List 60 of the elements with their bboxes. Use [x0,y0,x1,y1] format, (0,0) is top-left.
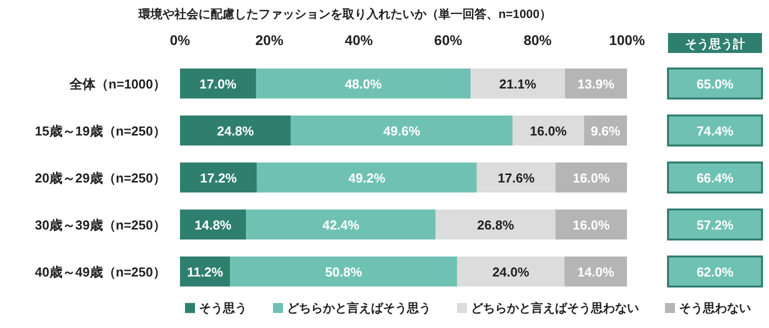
data-label: 26.8% [477,218,514,232]
bar [246,210,436,240]
x-tick-label: 0% [170,32,191,48]
bar [256,162,477,192]
data-label: 9.6% [590,124,621,138]
bar [436,210,556,240]
data-label: 49.2% [348,170,386,186]
bar [512,116,584,146]
data-label: 17.6% [498,170,536,186]
bar [457,256,564,286]
data-label: 24.8% [216,124,254,138]
data-label: 50.8% [325,264,362,280]
data-label: 48.0% [344,76,382,92]
text: 62.0% [696,264,734,280]
legend-label: どちらかと言えばそう思う [287,301,431,315]
legend-label: どちらかと言えばそう思わない [471,301,639,315]
bar [470,68,565,98]
bar [180,68,256,98]
data-label: 14.8% [194,218,232,232]
data-label: 16.0% [530,124,568,138]
y-tick-label: 30歳～39歳（n=250） [34,218,166,232]
bar [290,116,513,146]
text: 74.4% [696,124,734,138]
data-label: 21.1% [499,76,537,92]
bar [180,162,257,192]
y-tick-label: 15歳～19歳（n=250） [34,124,166,138]
bar [564,68,627,98]
text: 57.2% [696,218,734,232]
data-label: 14.0% [577,264,615,280]
x-tick-label: 40% [344,32,374,48]
data-label: 17.0% [200,76,237,92]
bar [555,210,627,240]
bar [180,210,246,240]
data-label: 42.4% [322,218,360,232]
y-tick-label: 全体（n=1000） [68,76,166,92]
bar [256,68,471,98]
data-label: 11.2% [186,264,224,280]
data-label: 49.6% [383,124,421,138]
chart-title: 環境や社会に配慮したファッションを取り入れたいか（単一回答、n=1000） [137,7,552,21]
data-label: 16.0% [572,170,610,186]
bar [180,116,291,146]
data-label: 17.2% [200,170,238,186]
text: そう思う計 [685,37,745,51]
x-tick-label: 100% [609,32,646,48]
x-tick-label: 80% [524,32,552,48]
bar [476,162,556,192]
y-tick-label: 40歳～49歳（n=250） [34,264,166,280]
x-tick-label: 20% [255,32,284,48]
bar [230,256,458,286]
bar [555,162,627,192]
bar [564,256,627,286]
legend-label: そう思わない [679,301,751,315]
text: 66.4% [696,170,734,186]
data-label: 24.0% [492,264,530,280]
legend-label: そう思う [199,301,247,315]
text: 65.0% [696,76,734,92]
y-tick-label: 20歳～29歳（n=250） [34,170,166,186]
data-label: 13.9% [577,76,615,92]
x-tick-label: 60% [434,32,463,48]
data-label: 16.0% [572,218,610,232]
